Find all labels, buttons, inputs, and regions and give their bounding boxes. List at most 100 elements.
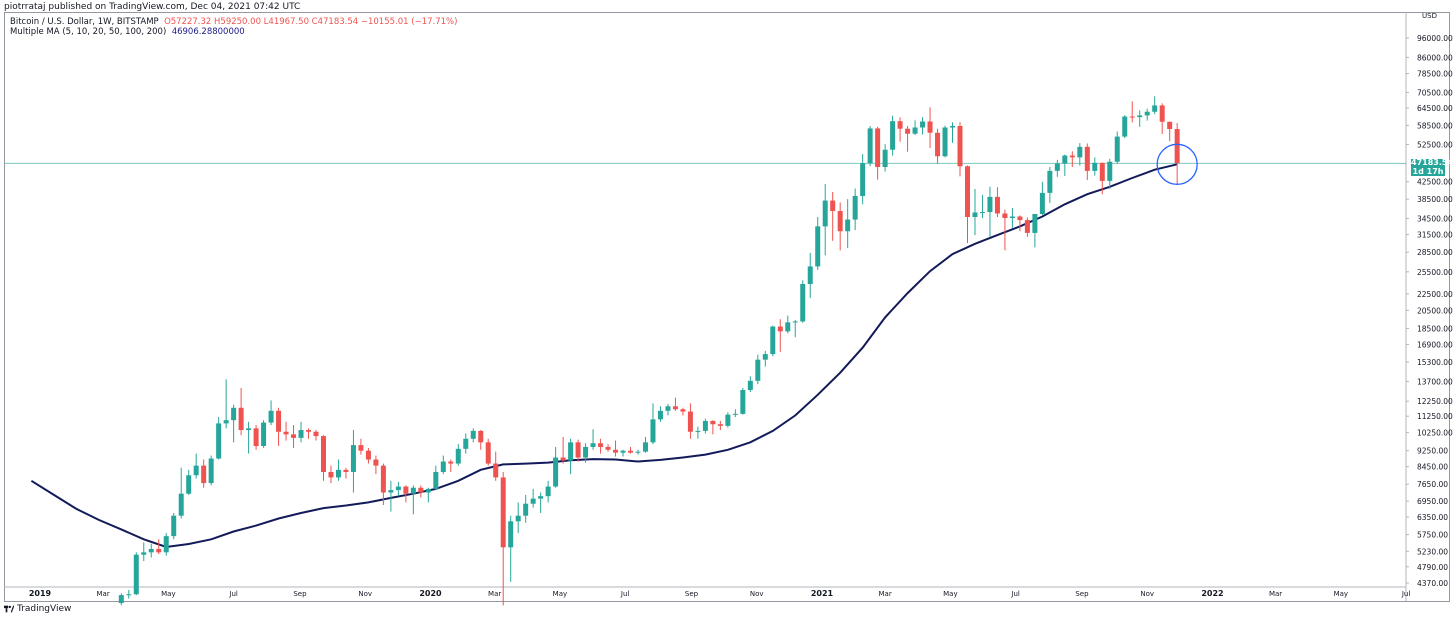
y-tick-label: 22500.00 [1417, 290, 1453, 299]
candle-body [807, 266, 813, 285]
candle-body [388, 490, 394, 493]
y-tick-label: 5750.00 [1417, 531, 1448, 540]
candle-body [538, 496, 544, 499]
candle-body [1107, 161, 1113, 181]
candle-body [358, 445, 364, 451]
candle-body [1032, 213, 1038, 233]
candle-body [867, 128, 873, 164]
candle-body [463, 438, 469, 449]
candle-body [268, 410, 274, 423]
candle-body [875, 128, 881, 168]
candle-body [470, 430, 476, 439]
candle-body [987, 196, 993, 213]
candle-body [553, 457, 559, 487]
ohlc-values: O57227.32 H59250.00 L41967.50 C47183.54 … [164, 17, 458, 27]
y-tick-label: 10250.00 [1417, 429, 1453, 438]
y-tick-label: 15300.00 [1417, 358, 1453, 367]
candle-body [837, 211, 843, 232]
x-tick-label: Jul [1401, 590, 1411, 598]
candle-body [912, 127, 918, 134]
symbol-label[interactable]: Bitcoin / U.S. Dollar, 1W, BITSTAMP [10, 17, 159, 27]
candle-body [231, 407, 237, 421]
candle-body [800, 284, 806, 322]
candle-body [920, 121, 926, 128]
candle-body [291, 434, 297, 438]
x-tick-label: Mar [488, 590, 501, 598]
chart-legend: Bitcoin / U.S. Dollar, 1W, BITSTAMP O572… [10, 17, 457, 37]
candle-body [1017, 216, 1023, 221]
candle-body [313, 431, 319, 437]
candle-body [320, 436, 326, 472]
candle-body [590, 443, 596, 447]
candle-body [1174, 129, 1180, 164]
candle-body [1039, 192, 1045, 214]
ma-indicator-label[interactable]: Multiple MA (5, 10, 20, 50, 100, 200) [10, 27, 167, 37]
y-tick-label: 86000.00 [1417, 53, 1453, 62]
candle-body [777, 326, 783, 332]
x-tick-label: May [1334, 590, 1348, 598]
candle-body [1062, 155, 1068, 164]
candle-body [141, 552, 147, 555]
candle-body [575, 442, 581, 458]
x-tick-label: Jul [1010, 590, 1020, 598]
axis-currency-label: USD [1422, 12, 1437, 20]
candle-body [350, 445, 356, 472]
candle-body [1002, 213, 1008, 219]
candle-body [957, 125, 963, 167]
candle-body [246, 428, 252, 431]
candle-body [725, 414, 731, 426]
y-tick-label: 28500.00 [1417, 248, 1453, 257]
candle-body [1069, 155, 1075, 158]
candle-body [770, 326, 776, 355]
y-tick-label: 9250.00 [1417, 447, 1448, 456]
candle-body [1137, 115, 1143, 118]
candle-body [1129, 116, 1135, 118]
candle-body [657, 410, 663, 420]
y-tick-label: 4790.00 [1417, 563, 1448, 572]
x-tick-label: Jul [620, 590, 630, 598]
candle-body [897, 121, 903, 129]
tradingview-logo-icon [4, 605, 14, 613]
candle-body [620, 450, 626, 453]
x-tick-label: May [161, 590, 175, 598]
candle-body [964, 166, 970, 217]
candle-body [171, 515, 177, 537]
candle-body [687, 411, 693, 432]
candle-body [403, 486, 409, 494]
x-tick-label: May [553, 590, 567, 598]
candle-body [613, 449, 619, 453]
candle-body [942, 127, 948, 157]
y-tick-label: 11250.00 [1417, 412, 1453, 421]
y-tick-label: 64500.00 [1417, 104, 1453, 113]
candle-body [972, 212, 978, 217]
candle-body [605, 446, 611, 450]
moving-average-line [30, 163, 1178, 549]
candle-body [762, 354, 768, 360]
y-tick-label: 31500.00 [1417, 231, 1453, 240]
candle-body [493, 463, 499, 478]
x-tick-label: Sep [1075, 590, 1089, 598]
candle-body [508, 521, 514, 548]
candle-body [994, 196, 1000, 214]
last-price-value: 47183.54 [1411, 158, 1454, 167]
candle-body [163, 536, 169, 553]
candle-body [118, 595, 124, 604]
y-tick-label: 58500.00 [1417, 121, 1453, 130]
candle-body [343, 469, 349, 472]
y-tick-label: 38500.00 [1417, 195, 1453, 204]
candle-body [583, 446, 589, 458]
candle-body [485, 442, 491, 464]
candle-body [860, 163, 866, 196]
candle-body [276, 410, 282, 432]
candle-body [455, 448, 461, 464]
candle-body [979, 212, 985, 214]
tradingview-brand[interactable]: TradingView [17, 604, 72, 614]
candle-body [418, 487, 424, 493]
candle-body [1099, 162, 1105, 181]
candle-body [1009, 216, 1015, 219]
y-tick-label: 5230.00 [1417, 547, 1448, 556]
candle-body [156, 548, 162, 553]
candle-body [740, 390, 746, 414]
candle-body [523, 503, 529, 516]
